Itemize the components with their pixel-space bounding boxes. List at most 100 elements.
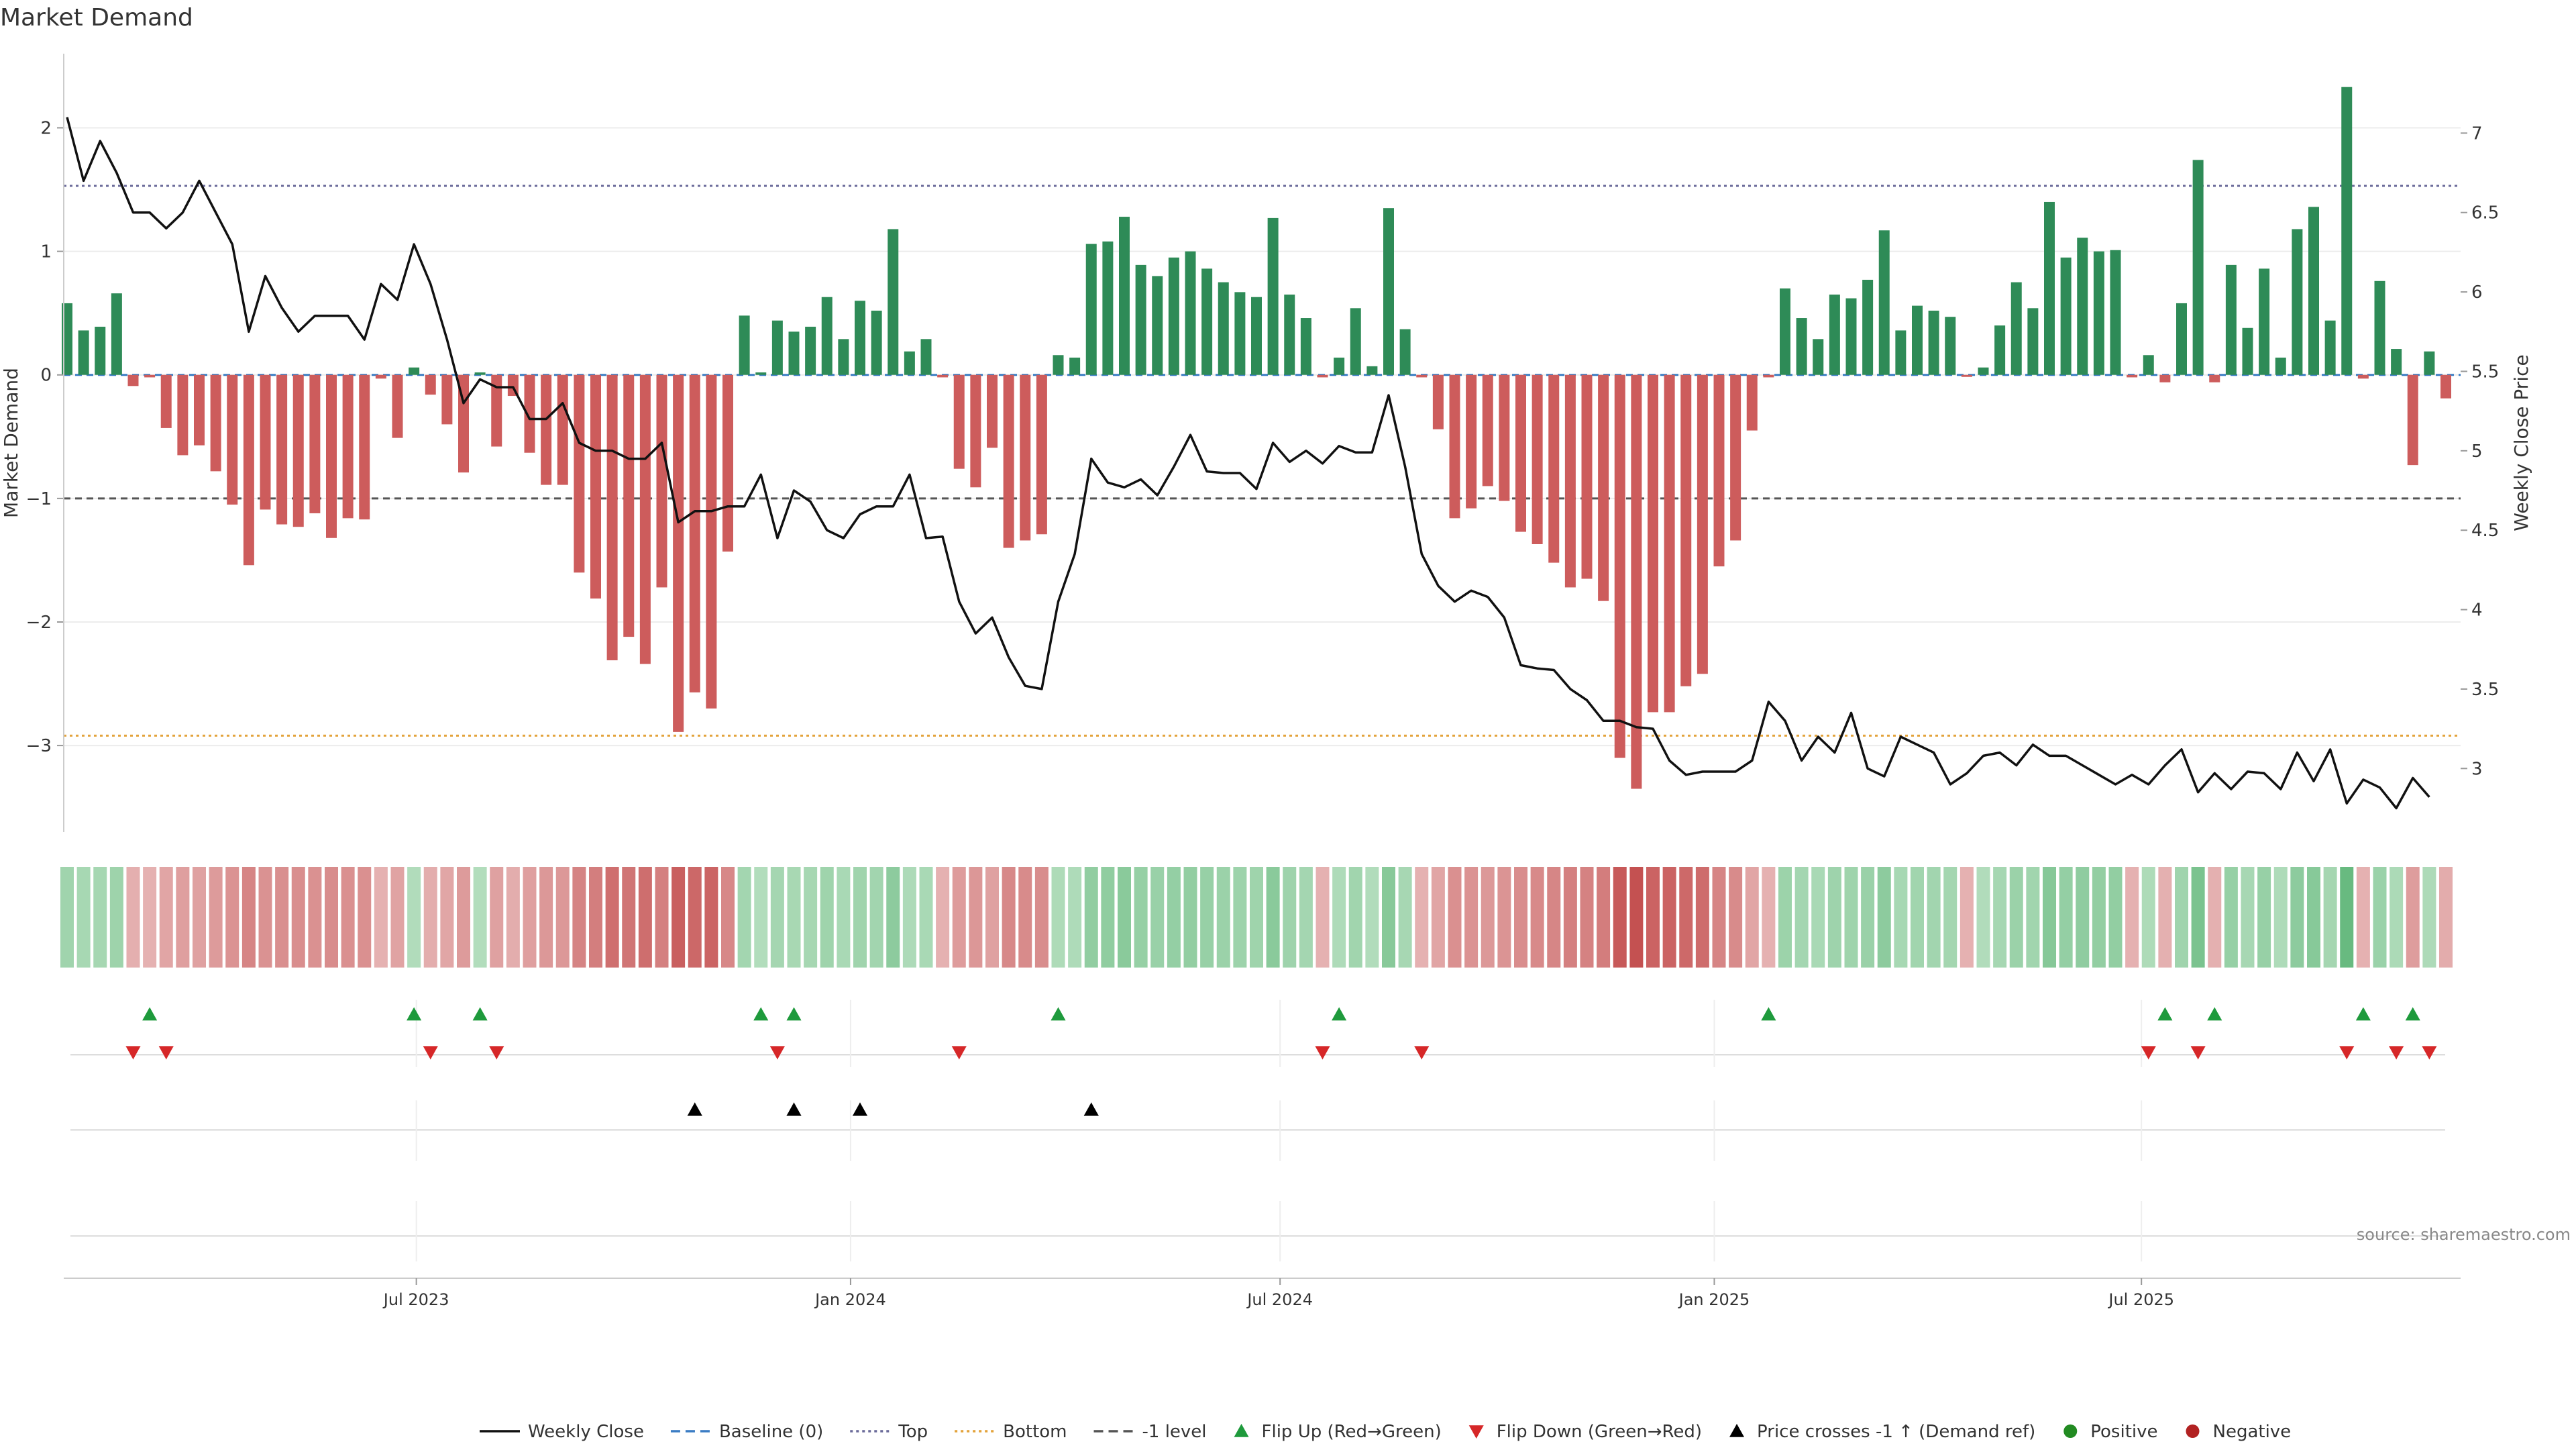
demand-bar <box>474 372 486 375</box>
demand-bar <box>1416 374 1428 378</box>
strip-cell <box>60 867 74 968</box>
chart-title: Market Demand <box>0 4 193 32</box>
demand-bar <box>1102 241 1114 375</box>
flip-down-marker <box>769 1046 785 1059</box>
strip-cell <box>1597 867 1611 968</box>
demand-bar <box>95 326 106 375</box>
strip-cell <box>1580 867 1594 968</box>
strip-cell <box>1745 867 1759 968</box>
flip-up-marker <box>2405 1007 2420 1021</box>
strip-cell <box>1827 867 1841 968</box>
strip-cell <box>2241 867 2255 968</box>
demand-bar <box>1482 374 1493 486</box>
demand-bar <box>1069 357 1081 375</box>
flip-down-marker <box>2339 1046 2355 1059</box>
strip-cell <box>985 867 999 968</box>
legend-item: Weekly Close <box>480 1422 644 1442</box>
demand-bar <box>1746 374 1758 431</box>
strip-cell <box>2307 867 2320 968</box>
flip-down-marker <box>2389 1046 2404 1059</box>
demand-bar <box>2357 374 2369 379</box>
strip-cell <box>1051 867 1065 968</box>
strip-cell <box>1034 867 1049 968</box>
demand-bar <box>1135 264 1146 375</box>
strip-cell <box>308 867 322 968</box>
demand-bar <box>1878 230 1890 375</box>
demand-bar <box>2143 355 2154 375</box>
strip-cell <box>1200 867 1214 968</box>
y-tick-label-left: −2 <box>26 613 52 633</box>
strip-cell <box>325 867 338 968</box>
demand-bar <box>755 372 767 375</box>
strip-cell <box>886 867 900 968</box>
demand-bar <box>2060 257 2072 375</box>
demand-bar <box>1036 374 1047 535</box>
demand-bar <box>1945 317 1956 375</box>
flip-down-marker <box>1414 1046 1430 1059</box>
axes: 2 1 0 −1 −2 −3 7 6.5 6 5.5 5 4.5 4 3.5 3 <box>26 54 2499 832</box>
strip-cell <box>622 867 636 968</box>
y-tick-label-right: 7 <box>2471 123 2483 144</box>
flip-down-marker <box>951 1046 967 1059</box>
demand-bar <box>1218 282 1229 375</box>
event-markers <box>70 1000 2445 1261</box>
demand-bar <box>1532 374 1543 544</box>
strip-cell <box>1183 867 1197 968</box>
legend-label: -1 level <box>1142 1422 1207 1442</box>
strip-cell <box>1134 867 1148 968</box>
strip-cell <box>1712 867 1726 968</box>
demand-bar <box>838 339 849 375</box>
strip-cell <box>1794 867 1809 968</box>
strip-cell <box>159 867 173 968</box>
demand-bar <box>937 374 949 378</box>
strip-cell <box>2224 867 2238 968</box>
strip-cell <box>506 867 520 968</box>
demand-bar <box>243 374 254 566</box>
strip-cell <box>2356 867 2370 968</box>
flip-down-marker <box>1315 1046 1330 1059</box>
y-tick-label-left: 2 <box>40 118 52 138</box>
demand-heat-strip <box>60 867 2453 968</box>
strip-cell <box>969 867 983 968</box>
strip-cell <box>1646 867 1660 968</box>
strip-cell <box>1563 867 1577 968</box>
strip-cell <box>1844 867 1858 968</box>
strip-cell <box>853 867 867 968</box>
demand-bar <box>194 374 205 446</box>
demand-bar <box>689 374 700 692</box>
demand-bar <box>2044 201 2055 375</box>
strip-cell <box>2290 867 2304 968</box>
strip-cell <box>423 867 437 968</box>
demand-bar <box>2324 320 2336 375</box>
strip-cell <box>655 867 669 968</box>
demand-bar <box>177 374 189 456</box>
demand-bar <box>2176 303 2187 375</box>
strip-cell <box>209 867 223 968</box>
legend-label: Flip Down (Green→Red) <box>1497 1422 1702 1442</box>
strip-cell <box>440 867 454 968</box>
demand-bar <box>1829 295 1840 375</box>
strip-cell <box>1233 867 1247 968</box>
demand-bar <box>1466 374 1477 509</box>
strip-cell <box>605 867 619 968</box>
demand-bar <box>409 367 420 375</box>
strip-cell <box>2026 867 2040 968</box>
strip-cell <box>2158 867 2172 968</box>
demand-bar <box>2275 357 2286 375</box>
demand-bar <box>1961 374 1972 377</box>
demand-bar <box>2407 374 2418 466</box>
price-cross-marker <box>687 1102 702 1116</box>
demand-bar <box>1201 268 1213 375</box>
strip-cell <box>1547 867 1561 968</box>
legend-item: Top <box>850 1422 928 1442</box>
demand-bar <box>2209 374 2220 382</box>
demand-bar <box>1813 339 1824 375</box>
demand-bar <box>524 374 535 453</box>
demand-bar <box>1185 251 1196 375</box>
demand-bar <box>342 374 354 519</box>
demand-bar <box>771 320 783 375</box>
demand-bar <box>2292 229 2303 375</box>
demand-bar <box>920 339 932 375</box>
demand-bar <box>590 374 601 599</box>
legend-item: Bottom <box>955 1422 1067 1442</box>
